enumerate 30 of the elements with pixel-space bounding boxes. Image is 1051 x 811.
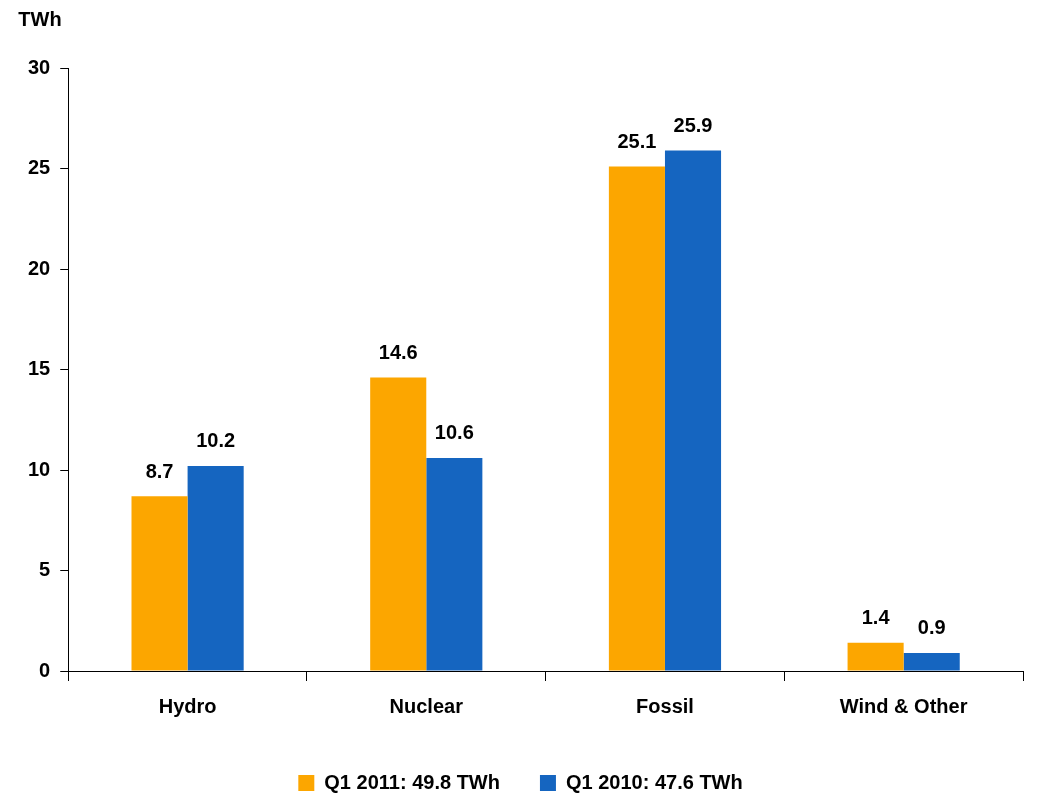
- x-tick-label: Nuclear: [389, 694, 464, 717]
- bar: [426, 457, 483, 671]
- legend-label: Q1 2011: 49.8 TWh: [324, 770, 500, 793]
- y-tick-label: 0: [39, 658, 51, 681]
- bar: [370, 377, 427, 671]
- x-tick-label: Fossil: [636, 694, 694, 717]
- x-tick-label: Wind & Other: [839, 694, 968, 717]
- data-label: 25.1: [617, 130, 657, 153]
- data-label: 10.6: [434, 421, 474, 444]
- bar: [903, 652, 960, 671]
- legend-label: Q1 2010: 47.6 TWh: [565, 770, 743, 793]
- bar: [608, 166, 665, 671]
- x-tick-label: Hydro: [158, 694, 217, 717]
- y-tick-label: 30: [28, 55, 51, 78]
- bar: [187, 465, 244, 671]
- y-tick-label: 20: [28, 256, 51, 279]
- bar: [131, 496, 188, 671]
- bar: [847, 642, 904, 671]
- data-label: 25.9: [673, 113, 713, 136]
- data-label: 0.9: [917, 616, 946, 639]
- data-label: 1.4: [861, 606, 891, 629]
- y-tick-label: 5: [39, 558, 51, 581]
- y-axis-title: TWh: [18, 7, 62, 30]
- bar: [664, 150, 722, 671]
- data-label: 14.6: [378, 341, 418, 364]
- data-label: 8.7: [145, 459, 174, 482]
- y-tick-label: 25: [28, 156, 51, 179]
- y-tick-label: 15: [28, 357, 51, 380]
- y-tick-label: 10: [28, 457, 51, 480]
- data-label: 10.2: [196, 429, 236, 452]
